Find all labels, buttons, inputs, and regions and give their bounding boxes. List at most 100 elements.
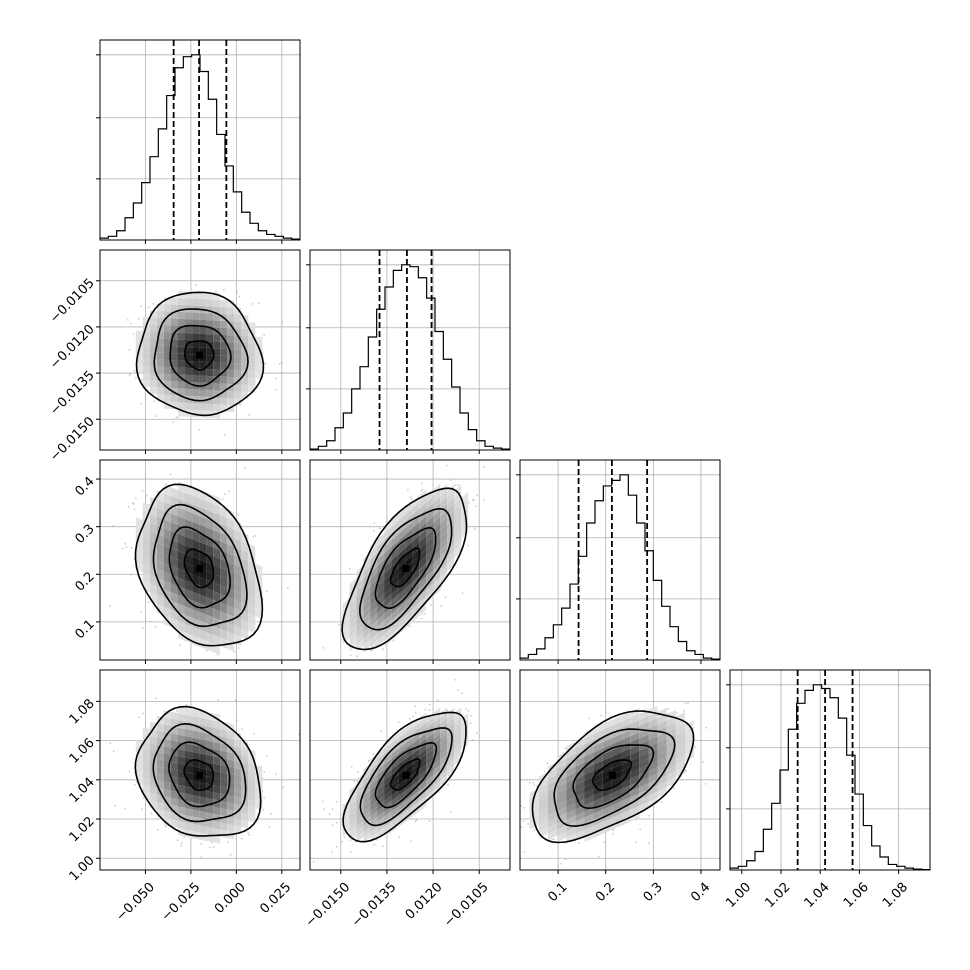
- density-cell: [398, 514, 406, 528]
- density-cell: [255, 563, 263, 576]
- scatter-point: [428, 709, 431, 712]
- density-cell: [440, 490, 448, 504]
- density-cell: [234, 818, 242, 827]
- density-cell: [356, 790, 364, 801]
- density-cell: [363, 565, 371, 579]
- density-cell: [185, 501, 193, 513]
- density-cell: [206, 719, 214, 728]
- scatter-point: [461, 592, 464, 595]
- density-cell: [426, 785, 434, 797]
- density-cell: [370, 613, 378, 626]
- density-cell: [149, 583, 157, 596]
- density-cell: [149, 522, 157, 535]
- density-cell: [398, 780, 406, 791]
- density-cell: [377, 600, 385, 614]
- density-cell: [426, 529, 434, 543]
- density-cell: [391, 514, 399, 527]
- scatter-point: [114, 804, 117, 807]
- density-cell: [171, 583, 178, 595]
- density-cell: [349, 800, 357, 811]
- density-cell: [447, 551, 455, 565]
- density-cell: [185, 721, 193, 731]
- density-cell: [405, 738, 413, 749]
- density-cell: [149, 317, 157, 325]
- density-cell: [142, 784, 150, 794]
- y-tick-label: 0.1: [72, 617, 97, 642]
- density-cell: [220, 341, 228, 349]
- density-cell: [405, 541, 413, 555]
- density-cell: [185, 333, 193, 341]
- density-cell: [454, 713, 462, 724]
- density-cell: [419, 542, 427, 556]
- density-cell: [220, 736, 228, 745]
- density-cell: [405, 806, 413, 817]
- scatter-panel-2-4: −0.0150−0.0135 0.0120−0.0105: [303, 669, 511, 930]
- scatter-point: [175, 416, 178, 419]
- scatter-point: [647, 842, 650, 845]
- scatter-point: [373, 666, 375, 668]
- density-cell: [142, 502, 150, 514]
- density-cell: [454, 723, 462, 734]
- density-cell: [426, 733, 434, 744]
- density-cell: [171, 790, 178, 800]
- scatter-point: [335, 821, 338, 824]
- density-cell: [192, 591, 200, 603]
- density-cell: [206, 501, 214, 513]
- density-cell: [440, 733, 448, 745]
- scatter-point: [373, 522, 376, 525]
- density-cell: [384, 520, 392, 534]
- density-cell: [199, 333, 207, 341]
- density-cell: [426, 743, 434, 755]
- density-cell: [213, 582, 221, 594]
- scatter-point: [412, 715, 415, 718]
- density-cell: [419, 576, 427, 590]
- contour-line: [389, 547, 421, 588]
- density-cell: [156, 751, 164, 761]
- density-cell: [185, 388, 193, 397]
- scatter-point: [263, 334, 266, 336]
- scatter-point: [112, 750, 115, 752]
- density-cell: [178, 784, 185, 794]
- density-cell: [206, 805, 214, 814]
- density-cell: [178, 734, 185, 744]
- scatter-point: [372, 665, 374, 667]
- density-cell: [248, 799, 256, 809]
- density-cell: [412, 515, 420, 529]
- scatter-point: [135, 377, 137, 379]
- scatter-point: [132, 502, 135, 505]
- density-cell: [255, 357, 263, 365]
- density-cell: [363, 605, 371, 619]
- density-cell: [370, 599, 378, 613]
- density-cell: [349, 784, 357, 795]
- scatter-point: [467, 710, 470, 712]
- density-cell: [440, 712, 448, 724]
- scatter-point: [380, 730, 382, 732]
- density-cell: [377, 769, 385, 780]
- scatter-point: [257, 302, 260, 304]
- scatter-point: [194, 284, 197, 286]
- density-cell: [377, 764, 385, 775]
- density-cell: [142, 537, 150, 549]
- scatter-point: [133, 508, 136, 510]
- density-cell: [419, 536, 427, 549]
- density-cell: [370, 552, 378, 566]
- density-cell: [241, 356, 249, 364]
- density-cell: [433, 550, 441, 564]
- density-cell: [384, 743, 392, 754]
- contour-line: [134, 705, 262, 837]
- scatter-point: [234, 699, 237, 702]
- density-cell: [234, 775, 242, 784]
- density-cell: [171, 769, 178, 778]
- scatter-point: [379, 527, 381, 530]
- density-cell: [171, 733, 178, 742]
- density-cell: [398, 588, 406, 602]
- scatter-point: [128, 349, 131, 351]
- density-cell: [391, 594, 399, 608]
- scatter-point: [224, 667, 226, 669]
- density-cell: [241, 812, 249, 821]
- density-cell: [234, 789, 242, 798]
- density-cell: [363, 790, 371, 801]
- density-cell: [135, 768, 143, 778]
- scatter-point: [128, 374, 131, 376]
- density-cell: [433, 780, 441, 791]
